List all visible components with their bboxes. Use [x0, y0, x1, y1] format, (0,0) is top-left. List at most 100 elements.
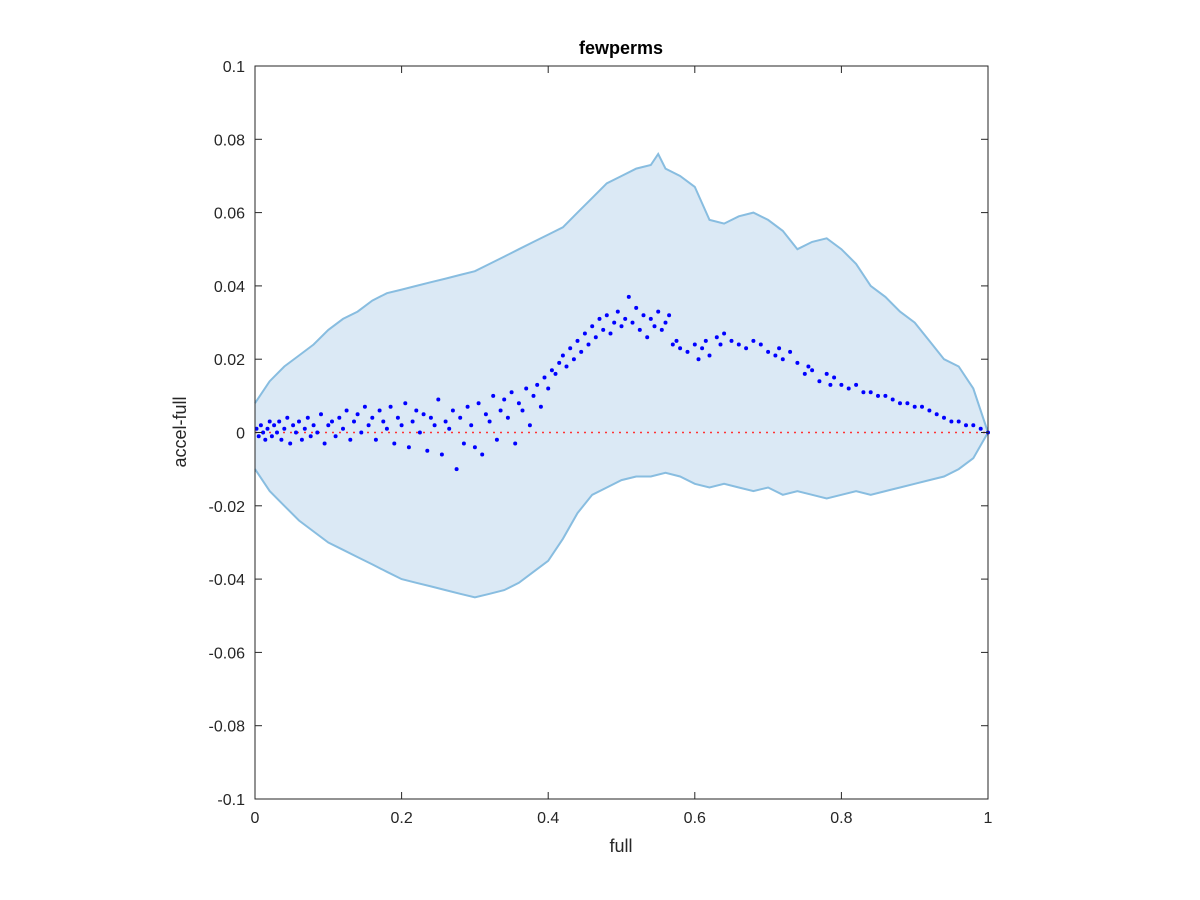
scatter-point — [337, 415, 342, 420]
y-tick-label: -0.06 — [209, 645, 246, 662]
scatter-point — [670, 342, 675, 347]
scatter-point — [261, 430, 266, 435]
scatter-point — [450, 408, 455, 413]
scatter-point — [832, 375, 837, 380]
scatter-point — [802, 371, 807, 376]
scatter-point — [828, 382, 833, 387]
scatter-point — [949, 419, 954, 424]
y-axis-title: accel-full — [170, 396, 190, 467]
scatter-point — [934, 412, 939, 417]
scatter-point — [608, 331, 613, 336]
scatter-point — [282, 426, 287, 431]
scatter-point — [656, 309, 661, 314]
scatter-point — [927, 408, 932, 413]
scatter-point — [703, 338, 708, 343]
scatter-point — [341, 426, 345, 431]
scatter-point — [294, 430, 298, 435]
scatter-point — [366, 423, 371, 428]
scatter-point — [736, 342, 741, 347]
scatter-point — [634, 305, 639, 310]
y-tick-label: 0.08 — [214, 132, 245, 149]
scatter-point — [729, 338, 734, 343]
scatter-point — [421, 412, 426, 417]
scatter-point — [454, 467, 459, 472]
scatter-point — [399, 423, 404, 428]
scatter-point — [641, 313, 646, 318]
scatter-point — [718, 342, 723, 347]
scatter-point — [692, 342, 697, 347]
scatter-point — [604, 313, 609, 318]
y-tick-label: 0.06 — [214, 206, 245, 223]
x-tick-label: 0.6 — [684, 810, 706, 827]
scatter-point — [535, 382, 540, 387]
scatter-point — [395, 415, 400, 420]
scatter-point — [971, 423, 976, 428]
band-lower-line — [254, 432, 989, 599]
scatter-point — [868, 390, 873, 395]
scatter-point — [546, 386, 551, 391]
scatter-point — [854, 382, 859, 387]
scatter-point — [443, 419, 448, 424]
scatter-point — [458, 415, 463, 420]
scatter-point — [601, 327, 606, 332]
scatter-point — [898, 401, 902, 406]
scatter-point — [744, 346, 749, 351]
scatter-point — [883, 393, 888, 398]
scatter-point — [777, 346, 782, 351]
scatter-point — [978, 426, 983, 431]
x-tick-label: 0.8 — [830, 810, 852, 827]
scatter-point — [582, 331, 587, 336]
x-tick-label: 1 — [984, 810, 993, 827]
scatter-point — [571, 357, 576, 362]
scatter-point — [531, 393, 536, 398]
scatter-point — [425, 448, 430, 453]
scatter-point — [439, 452, 444, 457]
scatter-point — [291, 423, 296, 428]
scatter-point — [773, 353, 778, 358]
scatter-point — [491, 393, 496, 398]
scatter-point — [876, 393, 880, 398]
scatter-point — [258, 423, 263, 428]
band-fill — [255, 154, 988, 598]
y-tick-label: -0.08 — [209, 719, 246, 736]
scatter-point — [560, 353, 565, 358]
scatter-point — [428, 415, 433, 420]
scatter-point — [502, 397, 507, 402]
scatter-point — [795, 360, 800, 365]
scatter-point — [410, 419, 415, 424]
scatter-point — [623, 316, 628, 321]
scatter-point — [912, 404, 917, 409]
scatter-point — [575, 338, 580, 343]
band-upper-line — [254, 152, 989, 433]
scatter-point — [333, 434, 338, 439]
scatter-point — [392, 441, 397, 446]
scatter-point — [359, 430, 364, 435]
scatter-point — [579, 349, 584, 354]
x-tick-label: 0.4 — [537, 810, 559, 827]
scatter-point — [414, 408, 419, 413]
scatter-point — [920, 404, 924, 409]
scatter-point — [505, 415, 510, 420]
scatter-point — [516, 401, 521, 406]
scatter-point — [593, 335, 598, 340]
y-tick-label: 0.02 — [214, 352, 245, 369]
scatter-point — [513, 441, 518, 446]
scatter-point — [406, 445, 411, 450]
scatter-point — [663, 320, 668, 325]
scatter-point — [590, 324, 595, 329]
scatter-point — [817, 379, 822, 384]
scatter-point — [890, 397, 895, 402]
scatter-point — [564, 364, 569, 369]
scatter-point — [297, 419, 301, 424]
scatter-point — [384, 426, 389, 431]
scatter-point — [326, 423, 331, 428]
scatter-point — [751, 338, 756, 343]
scatter-point — [355, 412, 360, 417]
scatter-point — [758, 342, 763, 347]
scatter-point — [524, 386, 529, 391]
y-tick-label: -0.04 — [209, 572, 246, 589]
scatter-point — [348, 437, 353, 442]
scatter-point — [557, 360, 562, 365]
scatter-point — [780, 357, 785, 362]
scatter-point — [315, 430, 320, 435]
